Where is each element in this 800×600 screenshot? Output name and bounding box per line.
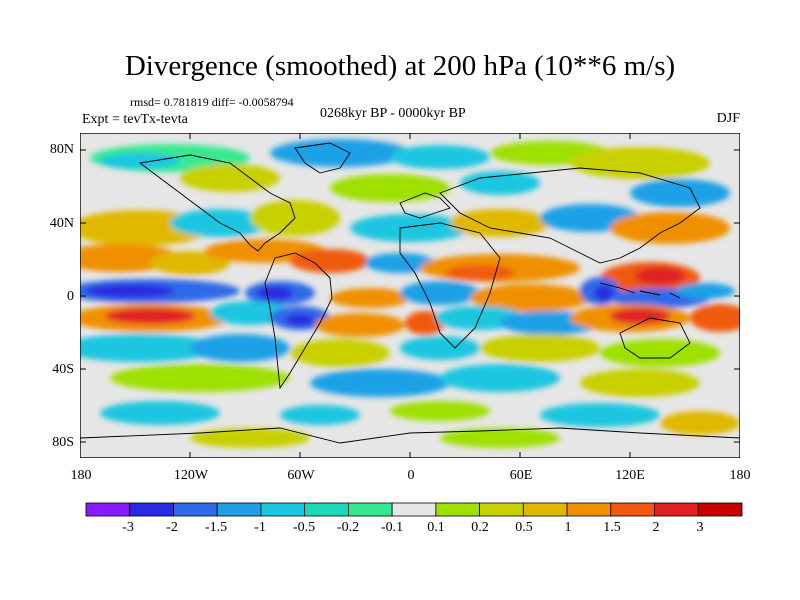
colorbar-label: 1.5: [603, 520, 621, 535]
colorbar-label: 2: [652, 520, 660, 535]
lon-label-180e: 180: [729, 468, 751, 483]
colorbar-label: -3: [122, 520, 134, 535]
colorbar-label: 0.5: [515, 520, 533, 535]
plot-title: Divergence (smoothed) at 200 hPa (10**6 …: [124, 50, 676, 82]
colorbar-swatch: [610, 502, 655, 517]
period-label: 0268kyr BP - 0000kyr BP: [320, 106, 466, 121]
lat-label-eq: 0: [67, 289, 74, 304]
coastlines: [80, 142, 740, 444]
experiment-label: Expt = tevTx-tevta: [82, 112, 188, 127]
colorbar-label: 0.1: [427, 520, 445, 535]
colorbar-swatch: [479, 502, 524, 517]
lat-label-80s: 80S: [52, 435, 74, 450]
season-label: DJF: [716, 111, 740, 126]
colorbar-swatch: [347, 502, 393, 517]
colorbar-label: 0.2: [471, 520, 489, 535]
colorbar-swatch: [173, 502, 218, 517]
lon-label-180w: 180: [70, 468, 92, 483]
divergence-contour-fill: [80, 139, 740, 448]
colorbar-swatch: [654, 502, 699, 517]
lon-label-60e: 60E: [509, 468, 533, 483]
colorbar: [85, 502, 743, 517]
colorbar-label: 1: [564, 520, 572, 535]
lat-label-80n: 80N: [49, 142, 74, 157]
lat-label-40n: 40N: [49, 216, 74, 231]
colorbar-swatch: [435, 502, 480, 517]
axis-ticks: [80, 133, 740, 458]
colorbar-label: -1.5: [204, 520, 228, 535]
lon-label-60w: 60W: [287, 468, 315, 483]
lon-label-120w: 120W: [173, 468, 209, 483]
colorbar-swatch: [697, 502, 743, 517]
colorbar-swatch: [304, 502, 349, 517]
colorbar-swatch: [260, 502, 306, 517]
colorbar-swatch: [566, 502, 612, 517]
colorbar-label: -0.1: [380, 520, 404, 535]
lon-label-0: 0: [407, 468, 415, 483]
lon-label-120e: 120E: [615, 468, 645, 483]
colorbar-swatch: [129, 502, 174, 517]
colorbar-label: -1: [254, 520, 266, 535]
colorbar-swatch: [85, 502, 131, 517]
colorbar-label: -2: [166, 520, 178, 535]
colorbar-swatch: [216, 502, 262, 517]
colorbar-swatch: [391, 502, 437, 517]
colorbar-label: 3: [696, 520, 704, 535]
divergence-map: [80, 133, 740, 458]
colorbar-swatch: [522, 502, 568, 517]
lat-label-40s: 40S: [52, 362, 74, 377]
colorbar-label: -0.5: [292, 520, 316, 535]
colorbar-label: -0.2: [336, 520, 360, 535]
stats-label: rmsd= 0.781819 diff= -0.0058794: [130, 95, 294, 109]
